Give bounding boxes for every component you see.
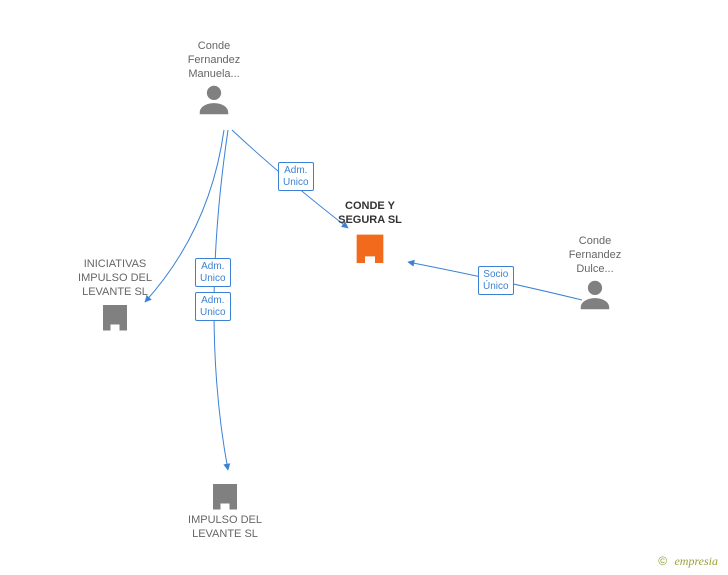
edge-label: Socio Único xyxy=(478,266,514,295)
edge-label: Adm. Unico xyxy=(195,258,231,287)
footer-credit: © empresia xyxy=(658,554,718,569)
edge-label: Adm. Unico xyxy=(195,292,231,321)
copyright-symbol: © xyxy=(658,554,667,568)
node-person_manuela[interactable]: Conde Fernandez Manuela... xyxy=(164,40,264,119)
node-label: Conde Fernandez Dulce... xyxy=(545,235,645,276)
building-icon xyxy=(207,478,243,514)
node-company_iniciativas[interactable]: INICIATIVAS IMPULSO DEL LEVANTE SL xyxy=(65,258,165,335)
node-label: Conde Fernandez Manuela... xyxy=(164,40,264,81)
node-label: CONDE Y SEGURA SL xyxy=(320,200,420,228)
building-icon xyxy=(97,299,133,335)
building-icon xyxy=(350,228,390,268)
node-label: IMPULSO DEL LEVANTE SL xyxy=(175,514,275,542)
node-company_main[interactable]: CONDE Y SEGURA SL xyxy=(320,200,420,268)
node-person_dulce[interactable]: Conde Fernandez Dulce... xyxy=(545,235,645,314)
diagram-canvas: Conde Fernandez Manuela... CONDE Y SEGUR… xyxy=(0,0,728,575)
node-label: INICIATIVAS IMPULSO DEL LEVANTE SL xyxy=(65,258,165,299)
person-icon xyxy=(576,276,614,314)
brand-name: empresia xyxy=(674,554,718,568)
person-icon xyxy=(195,81,233,119)
node-company_impulso[interactable]: IMPULSO DEL LEVANTE SL xyxy=(175,478,275,542)
edge-label: Adm. Unico xyxy=(278,162,314,191)
